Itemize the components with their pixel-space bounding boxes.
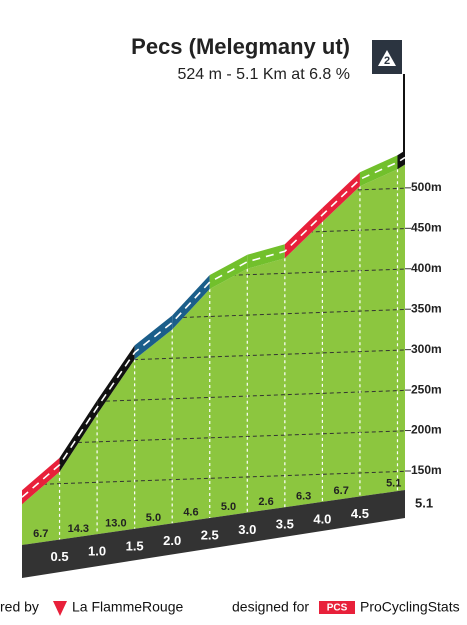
x-tick-label: 1.5 (126, 538, 144, 553)
gradient-label: 5.1 (386, 478, 401, 490)
flamme-logo (53, 601, 67, 616)
gradient-segment (22, 457, 60, 505)
gradient-segment (59, 400, 98, 472)
y-tick-label: 250m (411, 382, 442, 396)
pcs-logo (319, 601, 355, 614)
distance-band (22, 490, 405, 578)
profile-area (22, 164, 405, 545)
footer-site: ProCyclingStats (360, 599, 460, 615)
y-tick-label: 500m (411, 180, 442, 194)
x-tick-label: 4.0 (313, 511, 331, 526)
gradient-label: 2.6 (258, 496, 273, 508)
x-tick-label: 2.5 (201, 527, 219, 542)
gradient-segment (134, 315, 173, 360)
x-tick-label: 3.5 (276, 517, 294, 532)
gradient-segment (97, 345, 135, 415)
category-label: 2 (384, 55, 390, 67)
footer-designed: designed for (232, 599, 309, 615)
y-tick-label: 150m (411, 463, 442, 477)
gradient-label: 13.0 (105, 517, 126, 529)
x-tick-label: 4.5 (351, 506, 369, 521)
chart-subtitle: 524 m - 5.1 Km at 6.8 % (177, 66, 350, 83)
gradient-segment (172, 275, 210, 330)
grid-line (22, 470, 405, 486)
x-tick-label: 1.0 (88, 544, 106, 559)
footer-brand: La FlammeRouge (72, 599, 183, 615)
y-tick-label: 450m (411, 220, 442, 234)
x-tick-label: 5.1 (415, 495, 433, 510)
x-tick-label: 0.5 (51, 549, 69, 564)
chart-title: Pecs (Melegmany ut) (131, 34, 350, 59)
footer-pcs: PCS (327, 603, 348, 614)
y-tick-label: 350m (411, 301, 442, 315)
y-tick-label: 200m (411, 423, 442, 437)
grid-line (22, 430, 405, 446)
center-line (21, 156, 406, 498)
gradient-label: 14.3 (68, 523, 89, 535)
gradient-label: 5.0 (221, 501, 236, 513)
gradient-label: 6.7 (334, 485, 349, 497)
gradient-label: 6.7 (33, 528, 48, 540)
y-tick-label: 300m (411, 342, 442, 356)
gradient-segment (322, 172, 360, 222)
x-tick-label: 2.0 (163, 533, 181, 548)
gradient-label: 4.6 (183, 507, 198, 519)
footer-powered: red by (0, 599, 39, 615)
profile: 150m 200m 250m 300m 350m 400m 450m 500m 6.7 14.3 1… (21, 150, 442, 578)
gradient-label: 6.3 (296, 490, 311, 502)
x-tick-label: 3.0 (238, 522, 256, 537)
badge-icon (378, 50, 396, 66)
gradient-label: 5.0 (146, 512, 161, 524)
y-tick-label: 400m (411, 261, 442, 275)
